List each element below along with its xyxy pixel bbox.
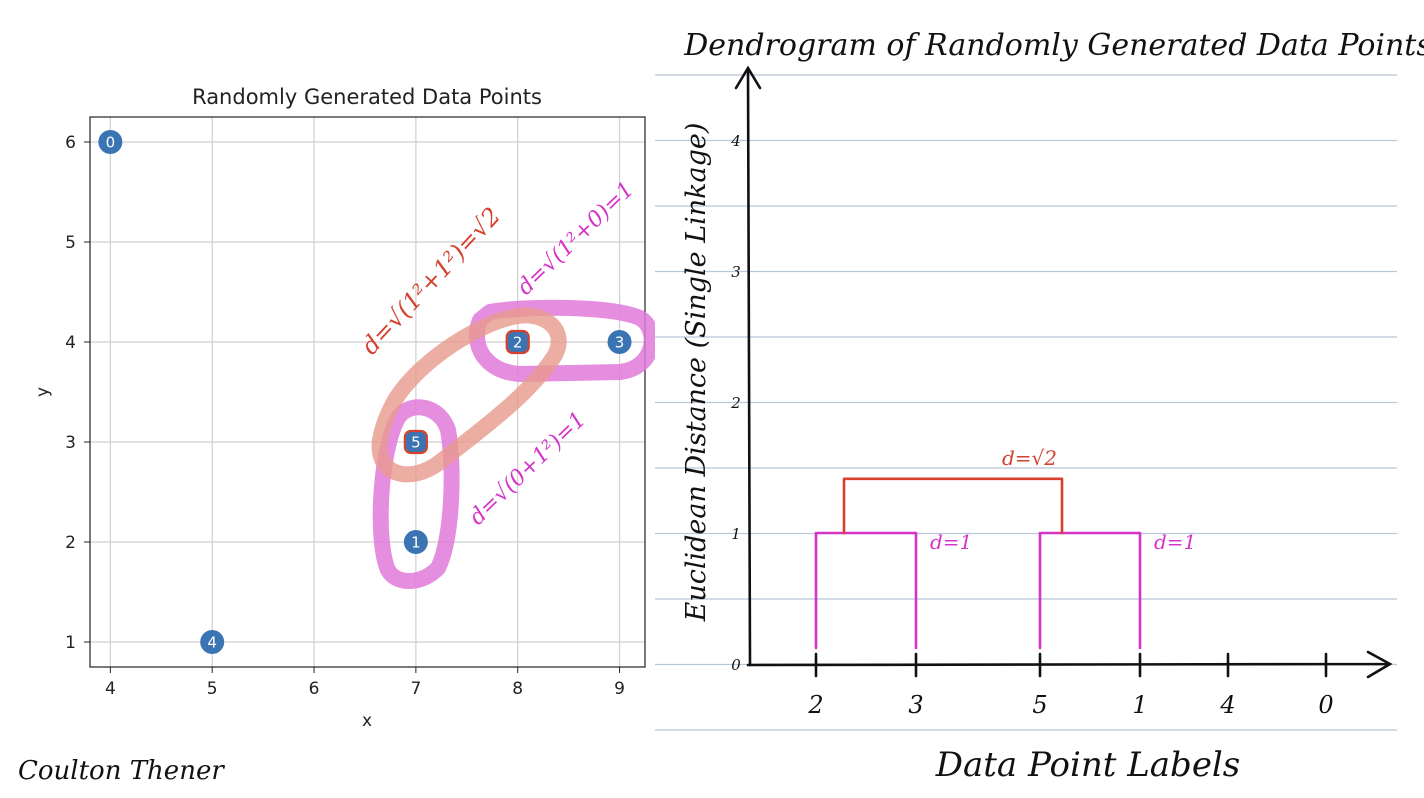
leaf-label-2: 2 [807, 691, 823, 719]
dendrogram-y-ticks: 0 1 2 3 4 [730, 132, 741, 674]
cluster-outline-merge [371, 307, 567, 483]
data-point-label: 0 [106, 134, 116, 152]
dendrogram-y-tick-label: 1 [731, 525, 741, 543]
x-tick-label: 6 [309, 679, 320, 699]
x-tick-label: 8 [512, 679, 523, 699]
scatter-plot: Randomly Generated Data Points 4 5 6 7 8 9 1 2 3… [33, 85, 660, 731]
cluster-highlights [371, 299, 660, 589]
dendrogram-x-axis [746, 650, 1393, 679]
data-point-label: 1 [411, 534, 421, 552]
cluster-outline-2-3 [468, 299, 660, 382]
data-point-0: 0 [98, 130, 123, 154]
data-point-marker [505, 330, 530, 354]
merge-label: d=√2 [1002, 446, 1057, 470]
leaf-label-3: 3 [908, 691, 923, 719]
x-tick-label: 4 [105, 679, 116, 699]
scatter-ticks: 4 5 6 7 8 9 1 2 3 4 5 6 [65, 133, 625, 699]
x-tick-label: 7 [410, 679, 421, 699]
y-tick-label: 1 [65, 633, 76, 653]
scatter-y-label: y [33, 387, 53, 397]
data-point-marker [403, 530, 428, 554]
y-tick-label: 4 [65, 333, 76, 353]
highlight-ring [403, 429, 428, 455]
merge-link-2: d=1 [1038, 530, 1196, 650]
data-point-marker [200, 630, 225, 654]
merge-label: d=1 [1154, 530, 1196, 554]
data-point-2: 2 [505, 329, 530, 355]
data-point-label: 3 [615, 334, 625, 352]
dendrogram-links: d=1 d=1 d=√2 [814, 446, 1196, 650]
data-point-4: 4 [200, 630, 225, 654]
merge-link-1: d=1 [814, 530, 972, 650]
x-tick-label: 5 [207, 679, 218, 699]
dendrogram-y-tick-label: 0 [731, 656, 741, 674]
author-signature: Coulton Thener [18, 756, 225, 786]
scatter-points: 0 1 2 3 4 5 [98, 130, 632, 654]
data-point-label: 2 [513, 334, 523, 352]
scatter-grid [90, 117, 645, 667]
y-tick-label: 5 [65, 233, 76, 253]
merge-bracket [1038, 531, 1142, 650]
dendrogram: Dendrogram of Randomly Generated Data Po… [655, 12, 1424, 785]
y-tick-label: 3 [65, 433, 76, 453]
dendrogram-title: Dendrogram of Randomly Generated Data Po… [683, 28, 1424, 63]
data-point-marker [607, 330, 632, 354]
data-point-label: 4 [207, 634, 217, 652]
leaf-label-5: 5 [1032, 691, 1047, 719]
dendrogram-y-tick-label: 4 [730, 132, 741, 150]
data-point-1: 1 [403, 530, 428, 554]
dendrogram-y-tick-label: 3 [731, 263, 741, 281]
leaf-label-1: 1 [1132, 691, 1147, 719]
dendrogram-x-label: Data Point Labels [935, 745, 1241, 785]
data-point-marker [403, 430, 428, 454]
merge-bracket [842, 477, 1064, 535]
highlight-ring [505, 329, 530, 355]
data-point-3: 3 [607, 330, 632, 354]
scatter-title: Randomly Generated Data Points [192, 85, 542, 109]
data-point-5: 5 [403, 429, 428, 455]
dendrogram-y-label: Euclidean Distance (Single Linkage) [681, 123, 712, 623]
x-tick-label: 9 [614, 679, 625, 699]
leaf-label-0: 0 [1318, 691, 1333, 719]
leaf-label-4: 4 [1219, 691, 1235, 719]
data-point-label: 5 [411, 434, 421, 452]
data-point-marker [98, 130, 123, 154]
scatter-axes-frame [89, 116, 646, 668]
merge-bracket [814, 531, 918, 650]
y-tick-label: 6 [65, 133, 76, 153]
y-tick-label: 2 [65, 533, 76, 553]
notebook-background [655, 12, 1397, 740]
merge-label: d=1 [930, 530, 972, 554]
merge-link-3: d=√2 [842, 446, 1064, 535]
dendrogram-y-tick-label: 2 [730, 394, 741, 412]
dendrogram-leaves: 2 3 5 1 4 0 [807, 652, 1334, 719]
cluster-outline-5-1 [372, 399, 460, 589]
dendrogram-y-axis [734, 65, 762, 667]
scatter-x-label: x [362, 711, 372, 731]
